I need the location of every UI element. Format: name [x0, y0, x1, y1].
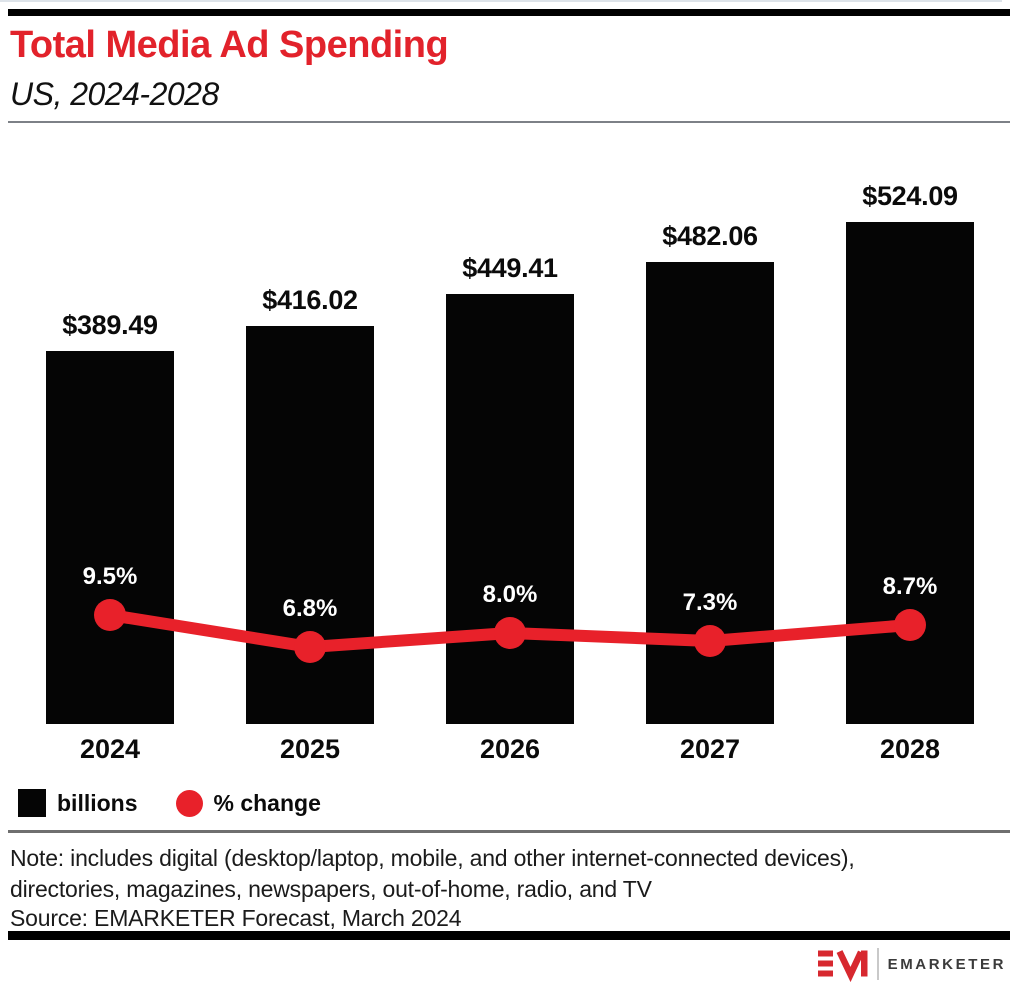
bar-2027	[646, 262, 774, 724]
footer-brand: EMARKETER	[817, 948, 1006, 983]
source-text: Source: EMARKETER Forecast, March 2024	[10, 905, 462, 931]
pct-label-2027: 7.3%	[682, 589, 738, 616]
bar-2028	[846, 222, 974, 724]
x-axis-label-2027: 2027	[679, 734, 741, 764]
x-axis-label-2024: 2024	[79, 734, 141, 764]
bottom-rule	[8, 931, 1010, 940]
note-divider	[8, 830, 1010, 833]
note-text: Note: includes digital (desktop/laptop, …	[10, 843, 1000, 905]
x-axis-baseline	[0, 0, 1002, 2]
top-rule	[8, 9, 1010, 16]
pct-label-2024: 9.5%	[82, 563, 138, 590]
bar-value-label-2025: $416.02	[262, 285, 358, 315]
x-axis-label-2028: 2028	[879, 734, 941, 764]
legend-label-billions: billions	[57, 789, 138, 816]
x-axis-label-2025: 2025	[279, 734, 341, 764]
legend-item-pct-change: % change	[175, 789, 321, 817]
em-logo-mark-icon	[817, 950, 868, 983]
page-subtitle: US, 2024-2028	[10, 76, 219, 112]
brand-name: EMARKETER	[887, 955, 1006, 973]
pct-label-2025: 6.8%	[282, 595, 338, 622]
bar-value-label-2026: $449.41	[462, 253, 558, 283]
page-title: Total Media Ad Spending	[10, 24, 449, 66]
pct-label-2028: 8.7%	[882, 573, 938, 600]
legend: billions % change	[18, 789, 321, 817]
bar-2025	[246, 326, 374, 724]
bar-value-label-2024: $389.49	[62, 310, 158, 340]
logo-divider	[876, 948, 879, 980]
note-line-1: Note: includes digital (desktop/laptop, …	[10, 845, 855, 871]
pct-label-2026: 8.0%	[482, 581, 538, 608]
billions-square-swatch-icon	[18, 789, 46, 817]
note-line-2: directories, magazines, newspapers, out-…	[10, 876, 652, 902]
bar-2026	[446, 294, 574, 724]
legend-item-billions: billions	[18, 789, 138, 817]
bar-2024	[46, 351, 174, 724]
bar-value-label-2027: $482.06	[662, 221, 758, 251]
bar-value-label-2028: $524.09	[862, 181, 958, 211]
pct-change-circle-swatch-icon	[175, 789, 203, 817]
x-axis-label-2026: 2026	[479, 734, 541, 764]
header-divider	[8, 121, 1010, 123]
legend-label-pct-change: % change	[213, 789, 321, 816]
